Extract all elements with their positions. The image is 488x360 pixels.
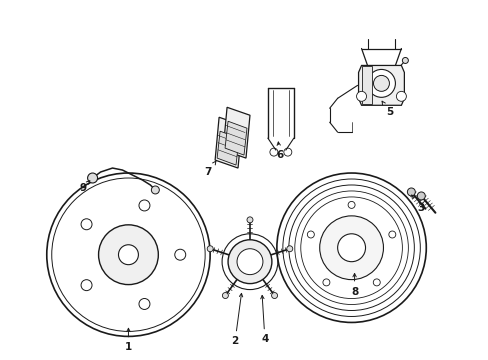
- Text: 1: 1: [124, 328, 132, 352]
- Circle shape: [151, 186, 159, 194]
- Circle shape: [319, 216, 383, 280]
- Circle shape: [47, 173, 210, 336]
- Text: 5: 5: [381, 101, 392, 117]
- Text: 7: 7: [204, 161, 215, 177]
- Text: 9: 9: [79, 181, 90, 193]
- Circle shape: [388, 231, 395, 238]
- Circle shape: [174, 249, 185, 260]
- Circle shape: [396, 91, 406, 101]
- Circle shape: [237, 249, 263, 275]
- Polygon shape: [215, 117, 242, 168]
- Circle shape: [81, 219, 92, 230]
- Circle shape: [372, 279, 380, 286]
- Circle shape: [373, 75, 388, 91]
- Circle shape: [87, 173, 98, 183]
- Circle shape: [139, 298, 150, 310]
- Circle shape: [118, 245, 138, 265]
- Circle shape: [407, 188, 414, 196]
- Text: 3: 3: [411, 195, 424, 213]
- Circle shape: [347, 201, 354, 208]
- Circle shape: [416, 192, 425, 200]
- Circle shape: [222, 293, 228, 298]
- Circle shape: [271, 293, 277, 298]
- Circle shape: [307, 231, 314, 238]
- Polygon shape: [223, 107, 249, 158]
- Polygon shape: [224, 121, 246, 155]
- Text: 6: 6: [276, 142, 283, 160]
- Circle shape: [99, 225, 158, 285]
- Text: 8: 8: [350, 274, 358, 297]
- Circle shape: [246, 217, 252, 223]
- Polygon shape: [217, 131, 239, 165]
- Circle shape: [81, 280, 92, 291]
- Circle shape: [356, 91, 366, 101]
- Circle shape: [322, 279, 329, 286]
- Text: 4: 4: [260, 296, 268, 345]
- Circle shape: [402, 58, 407, 63]
- Circle shape: [227, 240, 271, 284]
- Circle shape: [207, 246, 213, 252]
- Circle shape: [139, 200, 150, 211]
- Circle shape: [286, 246, 292, 252]
- Polygon shape: [361, 67, 371, 104]
- Polygon shape: [358, 66, 404, 105]
- Text: 2: 2: [231, 293, 242, 346]
- Circle shape: [276, 173, 426, 323]
- Circle shape: [367, 69, 395, 97]
- Circle shape: [337, 234, 365, 262]
